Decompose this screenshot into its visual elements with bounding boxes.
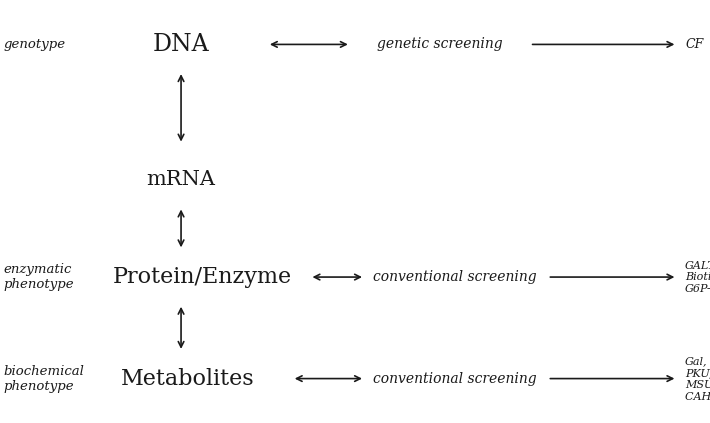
Text: Gal,
PKU,
MSUD,
CAH, etc.: Gal, PKU, MSUD, CAH, etc. [685, 356, 710, 401]
Text: biochemical
phenotype: biochemical phenotype [4, 365, 84, 393]
Text: genetic screening: genetic screening [378, 37, 503, 52]
Text: enzymatic
phenotype: enzymatic phenotype [4, 263, 74, 291]
Text: Protein/Enzyme: Protein/Enzyme [113, 266, 292, 288]
Text: conventional screening: conventional screening [373, 371, 536, 386]
Text: genotype: genotype [4, 38, 65, 51]
Text: conventional screening: conventional screening [373, 270, 536, 284]
Text: DNA: DNA [153, 33, 209, 56]
Text: Metabolites: Metabolites [121, 368, 255, 390]
Text: CF: CF [685, 38, 704, 51]
Text: mRNA: mRNA [146, 170, 216, 189]
Text: GALT,
Biotinidas
G6P-DH: GALT, Biotinidas G6P-DH [685, 261, 710, 294]
